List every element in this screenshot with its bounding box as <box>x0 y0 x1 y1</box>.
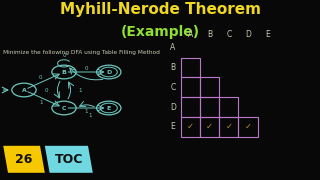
Bar <box>181 97 200 117</box>
Text: 0: 0 <box>98 71 101 76</box>
Text: E: E <box>171 122 175 131</box>
Text: ✓: ✓ <box>187 122 194 131</box>
Text: Myhill-Nerode Theorem: Myhill-Nerode Theorem <box>60 2 260 17</box>
Text: TOC: TOC <box>55 153 83 166</box>
Bar <box>200 77 219 97</box>
Text: (Example): (Example) <box>120 25 200 39</box>
Bar <box>181 77 200 97</box>
Text: B: B <box>170 63 175 72</box>
Text: A: A <box>21 87 27 93</box>
Text: E: E <box>107 105 111 111</box>
Text: A: A <box>170 43 175 52</box>
Text: Minimize the following DFA using Table Filling Method: Minimize the following DFA using Table F… <box>3 50 160 55</box>
Text: ✓: ✓ <box>206 122 213 131</box>
Text: ✓: ✓ <box>244 122 252 131</box>
Text: C: C <box>226 30 231 39</box>
Text: B: B <box>61 69 67 75</box>
Text: 1: 1 <box>78 87 82 93</box>
Bar <box>238 117 258 137</box>
Bar <box>219 97 238 117</box>
Text: 1: 1 <box>39 100 43 105</box>
Text: 0: 0 <box>62 53 66 58</box>
Text: 0: 0 <box>39 75 43 80</box>
Text: 0: 0 <box>45 87 48 93</box>
Text: D: D <box>245 30 251 39</box>
Text: C: C <box>170 83 175 92</box>
Text: D: D <box>170 103 176 112</box>
Text: A: A <box>188 30 193 39</box>
Bar <box>181 58 200 77</box>
Polygon shape <box>45 146 93 173</box>
Text: ✓: ✓ <box>225 122 232 131</box>
Bar <box>219 117 238 137</box>
Text: D: D <box>106 69 111 75</box>
Text: 1: 1 <box>85 109 88 114</box>
Bar <box>200 117 219 137</box>
Text: B: B <box>207 30 212 39</box>
Bar <box>200 97 219 117</box>
Text: 26: 26 <box>15 153 33 166</box>
Polygon shape <box>3 146 45 173</box>
Text: 0: 0 <box>85 66 88 71</box>
Text: C: C <box>62 105 66 111</box>
Text: E: E <box>265 30 269 39</box>
Bar <box>181 117 200 137</box>
Text: 1: 1 <box>88 113 91 118</box>
